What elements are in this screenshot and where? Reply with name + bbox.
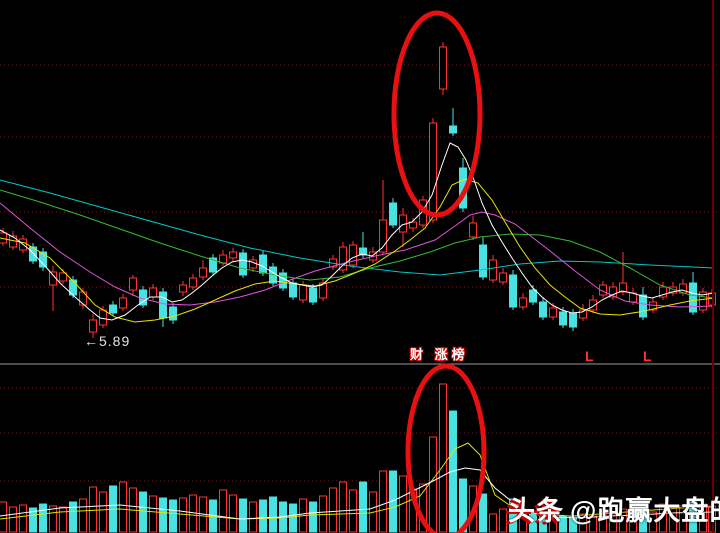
watermark: 头条@跑赢大盘的王者 [508,489,720,528]
signal-marker-l2: L [643,348,652,364]
toutiao-brand-text: 头条 [508,496,564,526]
signal-marker-l1: L [585,348,594,364]
indicator-label: 财 涨榜 [410,347,469,362]
watermark-account: @跑赢大盘的王者 [570,496,720,526]
low-price-label: ←5.89 [84,333,131,349]
